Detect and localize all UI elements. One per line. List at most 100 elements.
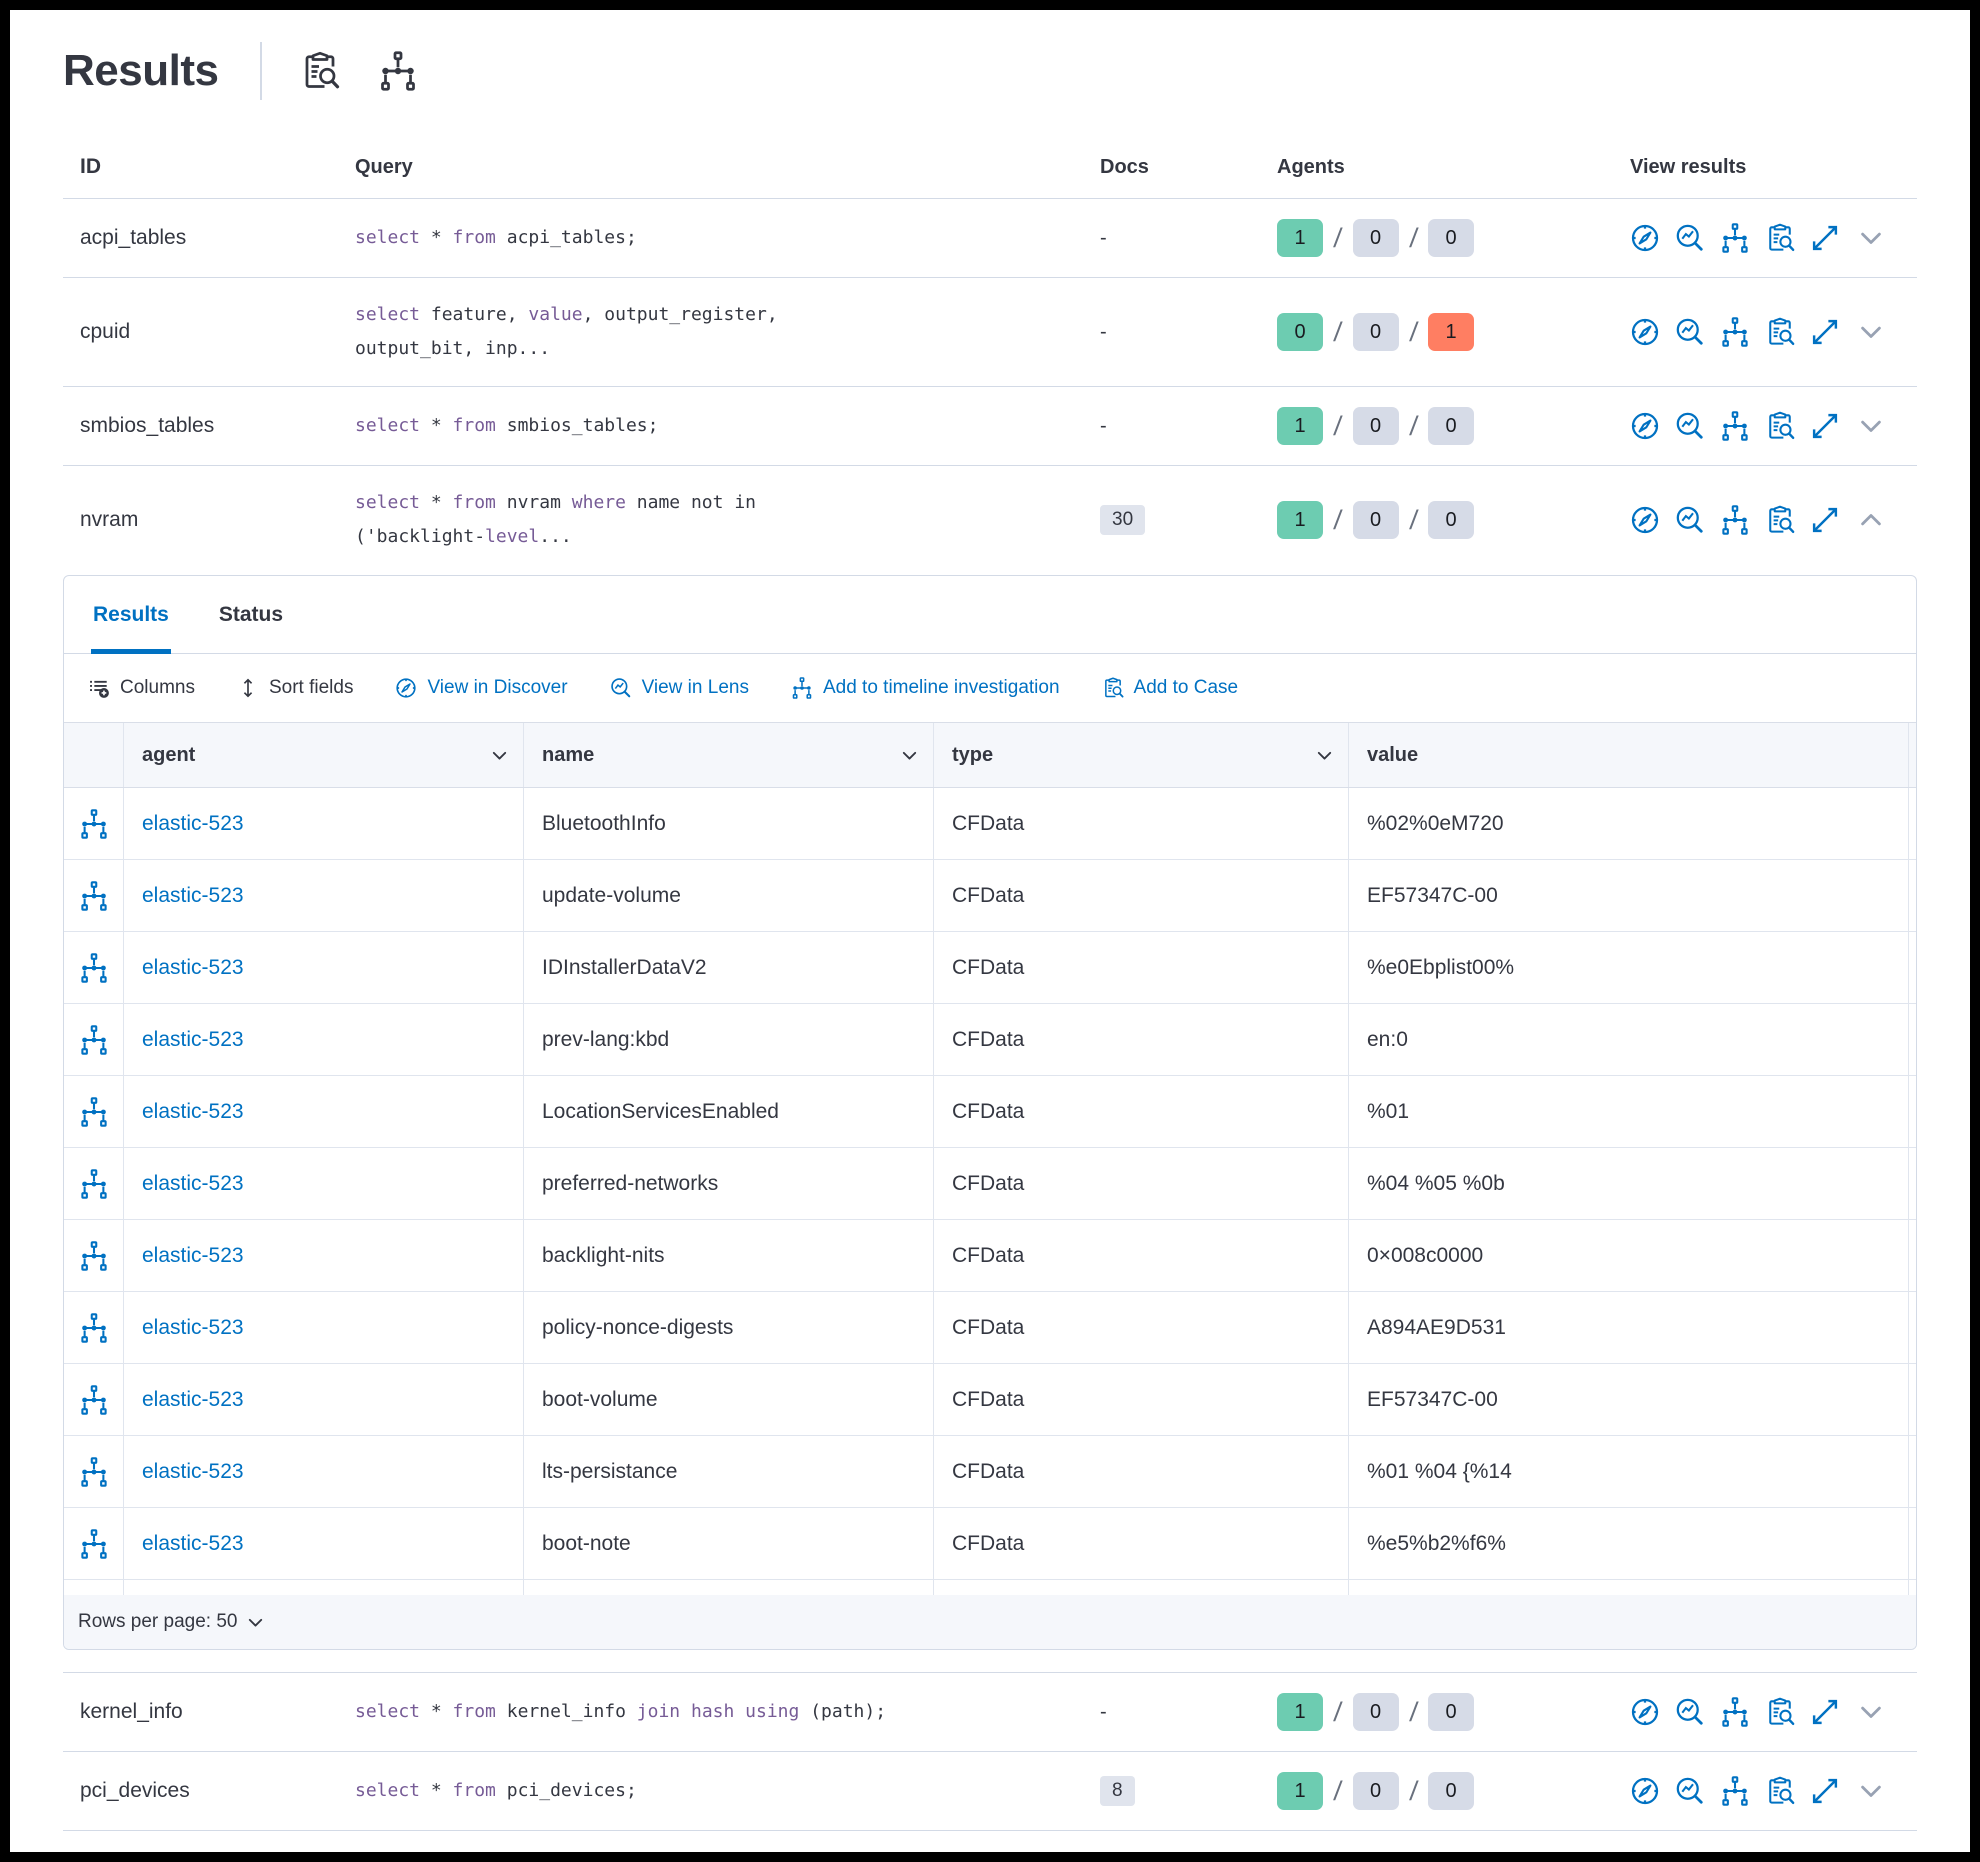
timeline-icon[interactable] (79, 1168, 109, 1199)
slash-separator: / (1407, 1775, 1419, 1806)
column-header-type[interactable]: type (934, 723, 1349, 787)
lens-icon[interactable] (1675, 505, 1705, 535)
agent-count-badge-success: 1 (1277, 501, 1323, 539)
chevron-down-icon[interactable] (1857, 224, 1885, 252)
column-header-value[interactable]: value (1349, 723, 1909, 787)
lens-icon[interactable] (1675, 1697, 1705, 1727)
query-id: kernel_info (80, 1700, 183, 1723)
timeline-icon[interactable] (79, 808, 109, 839)
chevron-down-icon[interactable] (1857, 1777, 1885, 1805)
timeline-icon[interactable] (1720, 1697, 1750, 1727)
case-icon[interactable] (1765, 411, 1795, 441)
expand-icon[interactable] (1810, 505, 1840, 535)
timeline-icon[interactable] (79, 1528, 109, 1559)
chevron-down-icon[interactable] (1857, 318, 1885, 346)
row-actions-cell (64, 1220, 124, 1291)
expand-icon[interactable] (1810, 1776, 1840, 1806)
agent-link[interactable]: elastic-523 (142, 955, 244, 979)
timeline-icon[interactable] (79, 880, 109, 911)
expand-icon[interactable] (1810, 223, 1840, 253)
timeline-icon[interactable] (79, 1024, 109, 1055)
timeline-icon[interactable] (79, 952, 109, 983)
docs-cell: - (1085, 321, 1265, 344)
case-icon[interactable] (1765, 1697, 1795, 1727)
clipboard-search-icon[interactable] (300, 51, 340, 91)
timeline-icon[interactable] (79, 1456, 109, 1487)
query-code-line: select * from acpi_tables; (355, 227, 637, 248)
value-cell: en:0 (1349, 1004, 1909, 1075)
toolbar-add-to-case[interactable]: Add to Case (1102, 677, 1238, 699)
agent-link[interactable]: elastic-523 (142, 883, 244, 907)
timeline-icon[interactable] (1720, 505, 1750, 535)
chevron-down-icon[interactable] (1857, 1698, 1885, 1726)
agent-cell: elastic-523 (124, 860, 524, 931)
column-header-view-results: View results (1630, 155, 1747, 178)
case-icon[interactable] (1765, 1776, 1795, 1806)
expand-icon[interactable] (1810, 317, 1840, 347)
column-header-agent[interactable]: agent (124, 723, 524, 787)
lens-icon[interactable] (1675, 1776, 1705, 1806)
column-header-name[interactable]: name (524, 723, 934, 787)
agent-count-badge-default: 0 (1428, 1693, 1475, 1731)
discover-icon[interactable] (1630, 411, 1660, 441)
agent-link[interactable]: elastic-523 (142, 1387, 244, 1411)
discover-icon[interactable] (1630, 505, 1660, 535)
lens-icon[interactable] (1675, 411, 1705, 441)
agent-link[interactable]: elastic-523 (142, 1027, 244, 1051)
type-cell: CFData (934, 788, 1349, 859)
slash-separator: / (1407, 1696, 1419, 1727)
toolbar-sort-fields[interactable]: Sort fields (237, 677, 353, 699)
query-id: nvram (80, 508, 139, 531)
toolbar-view-in-lens[interactable]: View in Lens (610, 677, 749, 699)
tab-status[interactable]: Status (218, 602, 284, 626)
agent-link[interactable]: elastic-523 (142, 1171, 244, 1195)
discover-icon[interactable] (1630, 317, 1660, 347)
timeline-icon[interactable] (1720, 1776, 1750, 1806)
chevron-up-icon[interactable] (1857, 506, 1885, 534)
case-icon[interactable] (1765, 317, 1795, 347)
node-graph-icon[interactable] (378, 51, 418, 91)
agent-link[interactable]: elastic-523 (142, 1099, 244, 1123)
toolbar-view-in-discover[interactable]: View in Discover (395, 677, 568, 699)
discover-icon[interactable] (1630, 223, 1660, 253)
agent-link[interactable]: elastic-523 (142, 1243, 244, 1267)
slash-separator: / (1332, 316, 1344, 347)
type-cell: CFData (934, 860, 1349, 931)
timeline-icon[interactable] (1720, 317, 1750, 347)
agent-count-badge-default: 0 (1352, 407, 1399, 445)
toolbar-add-to-timeline-investigation[interactable]: Add to timeline investigation (791, 677, 1060, 699)
agent-link[interactable]: elastic-523 (142, 811, 244, 835)
agent-link[interactable]: elastic-523 (142, 1459, 244, 1483)
agents-cell: 1 / 0 / 0 (1265, 1772, 1610, 1810)
case-icon[interactable] (1765, 223, 1795, 253)
lens-icon[interactable] (1675, 223, 1705, 253)
value-cell: %02%0eM720 (1349, 788, 1909, 859)
rows-per-page-control[interactable]: Rows per page: 50 (78, 1611, 265, 1633)
case-icon (1102, 677, 1124, 699)
lens-icon[interactable] (1675, 317, 1705, 347)
toolbar-columns[interactable]: Columns (88, 677, 195, 699)
agent-link[interactable]: elastic-523 (142, 1315, 244, 1339)
type-cell: CFData (934, 1436, 1349, 1507)
timeline-icon[interactable] (1720, 223, 1750, 253)
timeline-icon[interactable] (79, 1240, 109, 1271)
expand-icon[interactable] (1810, 1697, 1840, 1727)
timeline-icon[interactable] (79, 1096, 109, 1127)
tab-results[interactable]: Results (91, 576, 171, 654)
type-cell: CFData (934, 1220, 1349, 1291)
chevron-down-icon[interactable] (1857, 412, 1885, 440)
queries-table: ID Query Docs Agents View results acpi_t… (63, 136, 1917, 1831)
timeline-icon[interactable] (79, 1384, 109, 1415)
agent-cell: elastic-523 (124, 1076, 524, 1147)
timeline-icon[interactable] (79, 1312, 109, 1343)
expand-icon[interactable] (1810, 411, 1840, 441)
case-icon[interactable] (1765, 505, 1795, 535)
row-actions-cell (64, 1148, 124, 1219)
agent-link[interactable]: elastic-523 (142, 1531, 244, 1555)
query-sql: select feature, value, output_register, o… (355, 298, 1085, 366)
timeline-icon[interactable] (1720, 411, 1750, 441)
discover-icon[interactable] (1630, 1776, 1660, 1806)
query-code-line: select * from nvram where name not in (355, 492, 756, 513)
discover-icon (395, 677, 417, 699)
discover-icon[interactable] (1630, 1697, 1660, 1727)
